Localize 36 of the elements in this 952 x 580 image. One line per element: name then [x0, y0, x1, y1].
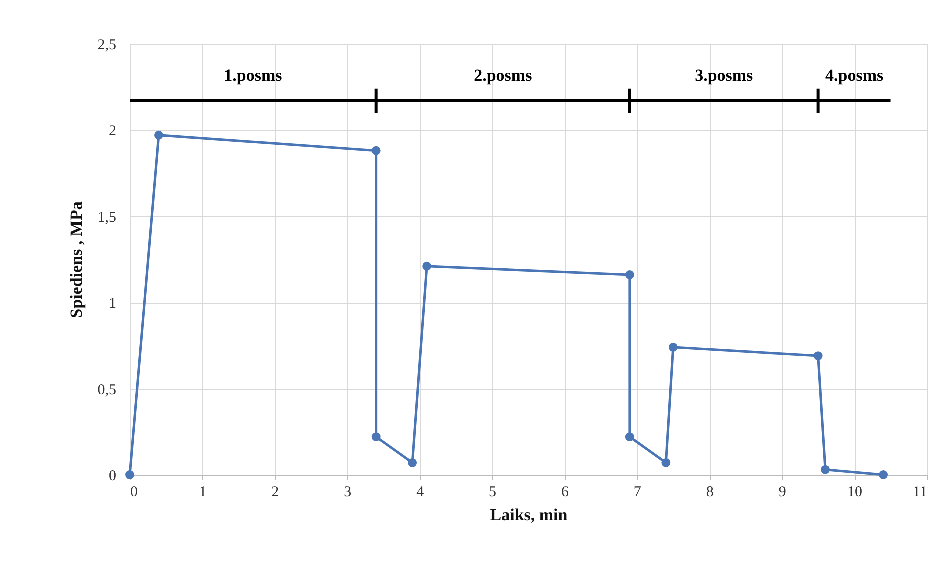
point: [625, 270, 634, 280]
x-tick-label: 1: [199, 484, 207, 500]
point: [662, 458, 671, 468]
x-tick-label: 5: [489, 484, 497, 500]
x-tick-label: 7: [634, 484, 642, 500]
annotation: 4.posms: [825, 66, 884, 85]
x-tick-label: 3: [344, 484, 352, 500]
point: [372, 432, 381, 442]
x-tick-label: 0: [130, 484, 138, 500]
y-tick-label: 0: [109, 468, 116, 484]
y-axis-title: Spiediens , MPa: [66, 201, 86, 318]
y-tick-label: 0,5: [98, 382, 116, 398]
y-tick-label: 1,5: [98, 210, 116, 226]
x-tick-label: 11: [913, 484, 928, 500]
y-tick-label: 2,5: [98, 38, 116, 54]
annotation: 3.posms: [695, 66, 754, 85]
point: [408, 458, 418, 468]
point: [821, 465, 830, 474]
x-tick-label: 9: [778, 484, 786, 500]
y-tick-label: 1: [109, 296, 116, 312]
y-tick-label: 2: [109, 124, 116, 140]
point: [154, 130, 164, 140]
x-tick-label: 8: [706, 484, 714, 500]
annotation: 2.posms: [474, 66, 533, 85]
x-tick-label: 10: [848, 484, 863, 500]
point: [422, 262, 432, 271]
point: [372, 146, 381, 156]
x-tick-label: 6: [561, 484, 570, 500]
point: [814, 352, 823, 361]
annotation: 1.posms: [224, 66, 283, 85]
point: [625, 432, 634, 442]
point: [879, 470, 888, 480]
point: [668, 342, 678, 352]
x-tick-label: 4: [416, 484, 425, 500]
x-axis-title: Laiks, min: [490, 506, 568, 524]
x-tick-label: 2: [272, 484, 280, 500]
